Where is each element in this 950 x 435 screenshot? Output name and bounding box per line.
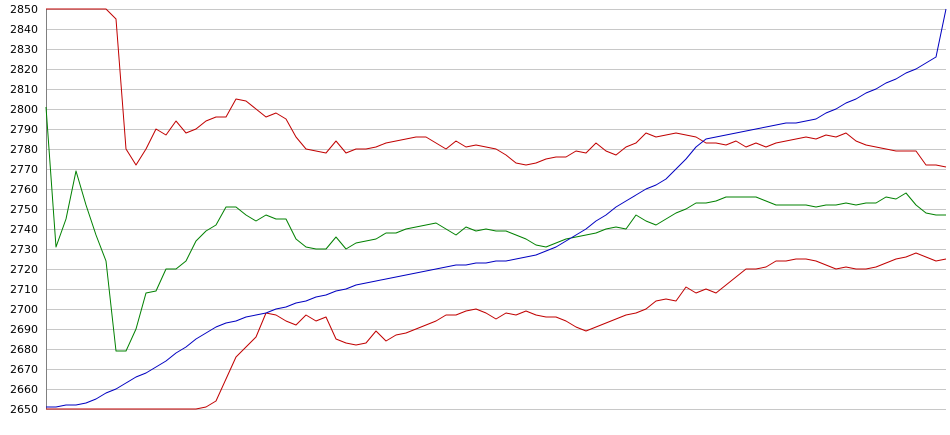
y-tick-label-2820: 2820 xyxy=(10,63,38,76)
y-tick-label-2790: 2790 xyxy=(10,123,38,136)
y-tick-label-2770: 2770 xyxy=(10,163,38,176)
y-tick-label-2760: 2760 xyxy=(10,183,38,196)
series-line-3 xyxy=(46,252,947,410)
y-tick-label-2710: 2710 xyxy=(10,283,38,296)
y-tick-label-2720: 2720 xyxy=(10,263,38,276)
y-tick-label-2650: 2650 xyxy=(10,403,38,416)
y-tick-label-2840: 2840 xyxy=(10,23,38,36)
y-tick-label-2800: 2800 xyxy=(10,103,38,116)
y-tick-label-2740: 2740 xyxy=(10,223,38,236)
y-tick-label-2850: 2850 xyxy=(10,3,38,16)
y-tick-label-2750: 2750 xyxy=(10,203,38,216)
y-tick-label-2660: 2660 xyxy=(10,383,38,396)
y-tick-label-2700: 2700 xyxy=(10,303,38,316)
series-line-2 xyxy=(45,106,946,352)
y-tick-label-2730: 2730 xyxy=(10,243,38,256)
y-axis-tick-labels: 2650 2660 2670 2680 2690 2700 2710 2720 2730 2740… xyxy=(10,3,38,416)
y-tick-label-2690: 2690 xyxy=(10,323,38,336)
y-tick-label-2670: 2670 xyxy=(10,363,38,376)
y-tick-label-2780: 2780 xyxy=(10,143,38,156)
series-line-1 xyxy=(46,8,947,168)
y-tick-label-2810: 2810 xyxy=(10,83,38,96)
series-line-4 xyxy=(46,8,947,408)
y-tick-label-2830: 2830 xyxy=(10,43,38,56)
series-lines xyxy=(45,8,947,410)
y-tick-label-2680: 2680 xyxy=(10,343,38,356)
